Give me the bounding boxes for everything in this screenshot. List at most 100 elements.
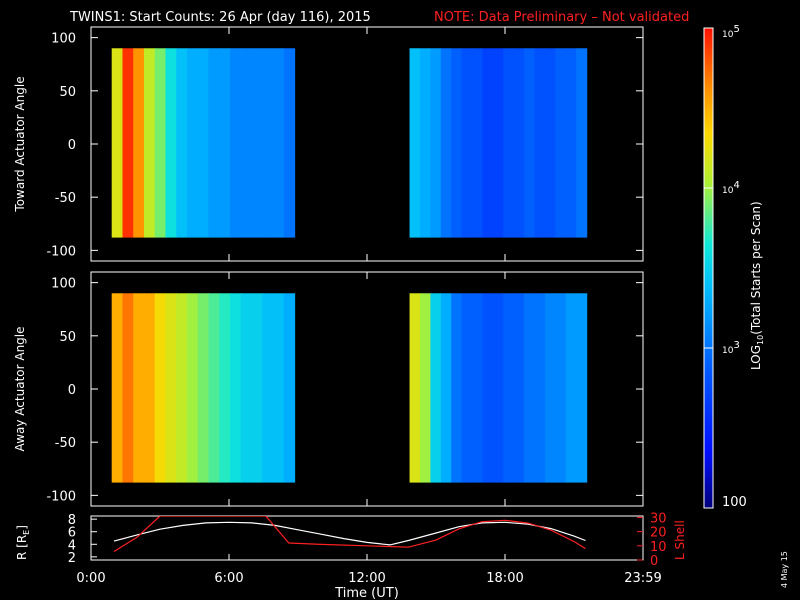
away-block1-cell [513,293,525,483]
away-block1-cell [472,293,484,483]
away-block1-cell [461,293,473,483]
toward-block0-cell [262,48,274,238]
r-axis-label-sub: E [22,530,31,535]
x-axis-label: Time (UT) [334,586,399,600]
toward-block1-cell [534,48,546,238]
x-tick-label: 0:00 [76,571,105,586]
lshell-series-line [113,516,586,553]
r-series-line [113,521,586,546]
x-tick-label: 6:00 [214,571,243,586]
x-tick-label: 23:59 [624,571,661,586]
preliminary-note: NOTE: Data Preliminary – Not validated [434,10,689,25]
away-block1-cell [409,293,421,483]
away-ytick-label: 100 [51,277,76,292]
toward-block0-cell [219,48,231,238]
away-ytick-label: 50 [59,330,76,345]
away-block0-cell [154,293,167,483]
toward-ytick-label: 0 [68,138,76,153]
toward-block1-cell [451,48,463,238]
colorbar-gradient [703,27,714,509]
toward-block1-cell [524,48,536,238]
away-block1-cell [440,293,452,483]
away-block1-cell [544,293,556,483]
away-block0-cell [251,293,263,483]
away-block0-cell [111,293,124,483]
toward-block1-cell [482,48,494,238]
away-block1-cell [492,293,504,483]
toward-block0-cell [186,48,199,238]
toward-block1-cell [513,48,525,238]
away-block1-cell [430,293,442,483]
toward-block0-cell [154,48,167,238]
toward-block0-cell [273,48,285,238]
toward-block0-cell [197,48,210,238]
toward-block0-cell [251,48,263,238]
colorbar-label-sub: 10 [756,335,765,345]
away-ytick-label: -100 [46,489,76,504]
colorbar-label: LOG10(Total Starts per Scan) [749,201,765,370]
x-tick-label: 18:00 [486,571,523,586]
away-block0-cell [176,293,188,483]
r-axis-label-main: R [R [15,535,29,560]
r-ytick-label: 8 [68,513,76,528]
r-ytick-label: 6 [68,526,76,541]
toward-ylabel: Toward Actuator Angle [13,76,27,212]
toward-block1-cell [461,48,473,238]
toward-block1-cell [503,48,515,238]
r-ytick-label: 2 [68,551,76,566]
away-block1-cell [524,293,536,483]
toward-block0-cell [133,48,145,238]
away-block0-cell [143,293,156,483]
away-block0-cell [262,293,274,483]
away-block0-cell [273,293,285,483]
lshell-ytick-label: 20 [650,526,667,541]
away-ytick-label: 0 [68,383,76,398]
chart-title: TWINS1: Start Counts: 26 Apr (day 116), … [69,10,371,25]
toward-block1-cell [440,48,452,238]
away-block0-cell [122,293,134,483]
colorbar-tick-label: 103 [722,340,740,356]
away-block0-cell [219,293,231,483]
toward-ytick-label: -50 [55,191,76,206]
away-block0-cell [165,293,177,483]
colorbar-tick-label: 100 [722,495,747,510]
away-ylabel: Away Actuator Angle [13,326,27,451]
toward-block1-cell [419,48,431,238]
toward-block0-cell [230,48,242,238]
toward-block1-cell [576,48,588,238]
toward-block0-cell [165,48,177,238]
toward-block1-cell [492,48,504,238]
away-panel: 100 50 0 -50 -100 Away Actuator Angle [13,271,644,507]
away-block1-cell [555,293,567,483]
away-block0-cell [240,293,253,483]
toward-ytick-label: 100 [51,32,76,47]
toward-block1-cell [472,48,484,238]
toward-block1-cell [409,48,421,238]
toward-block0-cell [176,48,188,238]
colorbar: 105 104 103 100 LOG10(Total Starts per Scan… [703,24,765,510]
lshell-axis-label: L Shell [673,520,687,560]
toward-block1-cell [555,48,567,238]
away-block1-cell [565,293,577,483]
toward-block0-cell [122,48,134,238]
toward-block1-cell [430,48,442,238]
lshell-ytick-label: 0 [650,554,658,569]
colorbar-label-post: (Total Starts per Scan) [749,201,763,335]
colorbar-label-pre: LOG [749,345,763,370]
toward-block0-cell [240,48,253,238]
away-block1-cell [534,293,546,483]
toward-ytick-label: 50 [59,85,76,100]
toward-block0-cell [111,48,124,238]
lshell-ytick-label: 10 [650,540,667,555]
away-block1-cell [419,293,431,483]
away-block0-cell [197,293,210,483]
away-block1-cell [503,293,515,483]
toward-block0-cell [283,48,296,238]
footer-date: 4 May 15 [780,551,789,588]
away-block1-cell [576,293,588,483]
lshell-ytick-label: 30 [650,511,667,526]
away-block0-cell [283,293,296,483]
toward-ytick-label: -100 [46,244,76,259]
